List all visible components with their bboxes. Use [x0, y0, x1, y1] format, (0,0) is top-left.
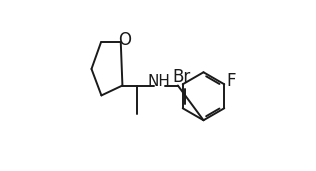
Text: Br: Br	[173, 68, 191, 86]
Text: O: O	[118, 31, 131, 49]
Text: F: F	[226, 72, 236, 90]
Text: NH: NH	[148, 74, 171, 89]
